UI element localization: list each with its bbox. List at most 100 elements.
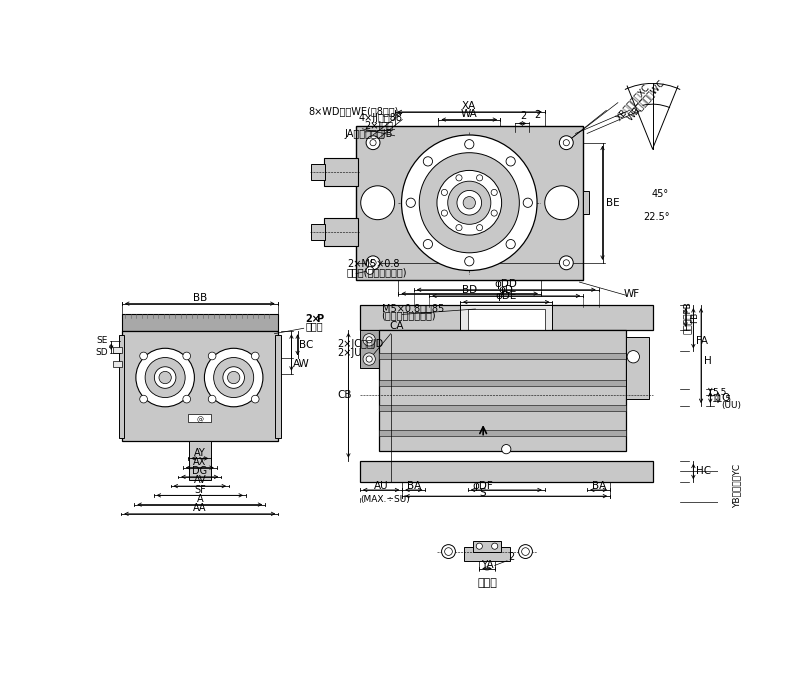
Text: YB有効深さYC: YB有効深さYC bbox=[733, 464, 742, 508]
Text: DG: DG bbox=[192, 466, 207, 476]
Bar bbox=[583, 191, 590, 214]
Circle shape bbox=[448, 181, 491, 224]
Text: (MAX.÷SU): (MAX.÷SU) bbox=[360, 495, 410, 504]
Bar bbox=[464, 547, 510, 561]
Text: AA: AA bbox=[193, 503, 206, 513]
Circle shape bbox=[477, 224, 482, 231]
Bar bbox=[379, 430, 626, 436]
Circle shape bbox=[442, 210, 447, 216]
Circle shape bbox=[442, 545, 455, 559]
Circle shape bbox=[523, 198, 533, 207]
Circle shape bbox=[522, 548, 530, 555]
Circle shape bbox=[251, 395, 259, 403]
Text: JA座くり深さJB: JA座くり深さJB bbox=[345, 129, 393, 139]
Circle shape bbox=[136, 348, 194, 407]
Text: Q: Q bbox=[721, 393, 730, 402]
Circle shape bbox=[366, 267, 374, 275]
Text: WA: WA bbox=[461, 109, 478, 119]
Bar bbox=[360, 330, 379, 368]
Circle shape bbox=[442, 189, 447, 195]
Bar bbox=[379, 353, 626, 359]
Bar bbox=[379, 330, 626, 452]
Text: 2×JU: 2×JU bbox=[337, 348, 362, 357]
Bar bbox=[119, 335, 124, 438]
Circle shape bbox=[363, 353, 375, 365]
Text: φD: φD bbox=[499, 285, 514, 295]
Text: SF: SF bbox=[194, 484, 206, 495]
Text: BA: BA bbox=[591, 482, 606, 491]
Circle shape bbox=[361, 186, 394, 220]
Text: WF: WF bbox=[623, 288, 639, 299]
Bar bbox=[360, 305, 653, 330]
Text: M5×0.8深す85: M5×0.8深す85 bbox=[382, 303, 444, 313]
Circle shape bbox=[563, 260, 570, 266]
Text: H: H bbox=[704, 356, 712, 366]
Text: 45°: 45° bbox=[652, 188, 669, 199]
Text: BB: BB bbox=[193, 293, 207, 303]
Text: 矢視図: 矢視図 bbox=[477, 578, 497, 588]
Bar bbox=[275, 335, 281, 438]
Bar bbox=[356, 126, 583, 280]
Circle shape bbox=[183, 352, 190, 360]
Circle shape bbox=[370, 260, 376, 266]
Bar bbox=[379, 380, 626, 386]
Text: AX: AX bbox=[193, 457, 206, 467]
Text: SE: SE bbox=[97, 336, 108, 345]
Circle shape bbox=[445, 548, 452, 555]
Text: WB有効深さWC: WB有効深さWC bbox=[626, 78, 667, 122]
Bar bbox=[113, 361, 122, 367]
Circle shape bbox=[214, 357, 254, 398]
Bar bbox=[311, 224, 326, 240]
Text: BC: BC bbox=[299, 340, 314, 350]
Bar bbox=[324, 218, 358, 246]
Circle shape bbox=[208, 395, 216, 403]
Bar bbox=[460, 305, 553, 334]
Circle shape bbox=[491, 189, 498, 195]
Text: 2: 2 bbox=[534, 110, 540, 120]
Text: 22.5°: 22.5° bbox=[643, 211, 670, 222]
Text: 2×M5×0.8: 2×M5×0.8 bbox=[347, 259, 399, 269]
Circle shape bbox=[456, 224, 462, 231]
Circle shape bbox=[563, 140, 570, 146]
Bar bbox=[468, 309, 545, 330]
Circle shape bbox=[465, 140, 474, 149]
Bar bbox=[626, 338, 649, 399]
Bar bbox=[189, 441, 210, 480]
Circle shape bbox=[366, 337, 372, 343]
Circle shape bbox=[456, 174, 462, 181]
Text: BA: BA bbox=[406, 482, 421, 491]
Text: (バキュームポート): (バキュームポート) bbox=[382, 311, 436, 320]
Circle shape bbox=[406, 198, 415, 207]
Text: 有効深さFB: 有効深さFB bbox=[682, 301, 691, 334]
Text: 2×JC深さJD: 2×JC深さJD bbox=[337, 339, 383, 349]
Text: @: @ bbox=[196, 416, 203, 423]
Text: 11.5: 11.5 bbox=[712, 395, 732, 404]
Text: 2: 2 bbox=[520, 111, 526, 121]
Bar bbox=[122, 332, 278, 441]
Text: P: P bbox=[316, 313, 323, 324]
Bar bbox=[379, 405, 626, 411]
Circle shape bbox=[476, 543, 482, 549]
Text: CA: CA bbox=[390, 321, 404, 332]
Circle shape bbox=[559, 256, 574, 270]
Circle shape bbox=[627, 350, 639, 363]
Text: 2×: 2× bbox=[306, 313, 320, 324]
Text: HC: HC bbox=[697, 466, 711, 477]
Circle shape bbox=[463, 197, 475, 209]
Bar bbox=[324, 158, 358, 186]
Circle shape bbox=[183, 395, 190, 403]
Text: XA: XA bbox=[462, 101, 477, 111]
Text: AV: AV bbox=[194, 475, 206, 485]
Circle shape bbox=[545, 186, 578, 220]
Text: (UU): (UU) bbox=[721, 401, 741, 410]
Text: AY: AY bbox=[194, 448, 206, 457]
Circle shape bbox=[402, 135, 537, 270]
Circle shape bbox=[366, 136, 380, 149]
Text: BD: BD bbox=[462, 285, 477, 295]
Circle shape bbox=[140, 395, 147, 403]
Circle shape bbox=[140, 352, 147, 360]
Bar bbox=[113, 347, 122, 353]
Text: φDD: φDD bbox=[495, 279, 518, 289]
Text: S: S bbox=[480, 488, 486, 498]
Circle shape bbox=[437, 170, 502, 235]
